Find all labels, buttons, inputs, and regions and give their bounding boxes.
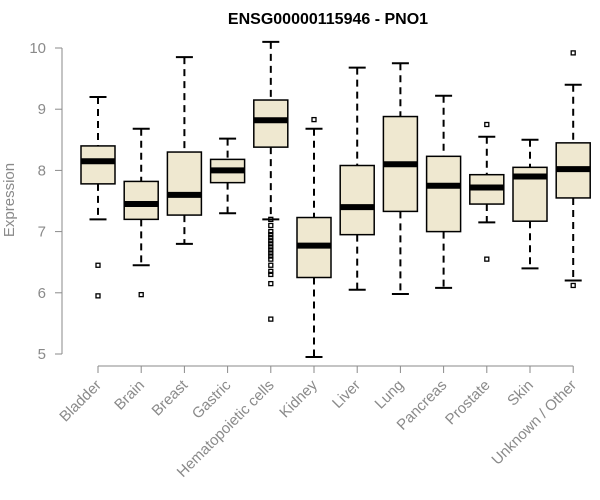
outlier-point: [268, 250, 274, 256]
y-tick-label: 9: [38, 101, 46, 118]
x-tick-label: Skin: [504, 377, 537, 410]
x-tick-label: Brain: [111, 377, 148, 414]
x-tick-label: Lung: [372, 377, 408, 413]
outlier-point: [268, 228, 274, 235]
box-group: [512, 138, 548, 270]
x-tick-label: Bladder: [56, 377, 105, 426]
outlier-point: [311, 116, 317, 123]
outlier-point: [268, 253, 274, 259]
box-group: [469, 121, 505, 262]
iqr-box: [339, 164, 375, 236]
outlier-point: [268, 216, 274, 223]
outlier-point: [95, 262, 101, 268]
outlier-point: [268, 238, 274, 244]
box-group: [253, 40, 289, 322]
box-group: [555, 50, 591, 289]
iqr-box: [123, 180, 159, 221]
outlier-point: [268, 316, 274, 322]
chart-title: ENSG00000115946 - PNO1: [228, 11, 428, 28]
outlier-point: [138, 291, 144, 298]
outlier-point: [268, 241, 274, 247]
x-tick-label: Liver: [329, 377, 364, 412]
outlier-point: [268, 262, 274, 268]
boxes: [80, 40, 591, 359]
outlier-point: [484, 256, 490, 262]
x-tick-label: Kidney: [276, 376, 321, 421]
outlier-point: [268, 235, 274, 241]
outlier-point: [268, 232, 274, 238]
box-group: [80, 95, 116, 299]
y-tick-label: 5: [38, 346, 46, 363]
iqr-box: [253, 99, 289, 148]
box-group: [209, 137, 246, 215]
x-tick-label: Prostate: [442, 377, 494, 429]
outlier-point: [95, 293, 101, 299]
outlier-point: [268, 256, 274, 262]
iqr-box: [80, 145, 116, 185]
outlier-point: [570, 50, 576, 56]
y-tick-label: 7: [38, 224, 46, 241]
outlier-point: [268, 271, 274, 278]
box-group: [296, 116, 332, 359]
y-axis-label: Expression: [1, 163, 18, 237]
box-group: [123, 127, 159, 298]
outlier-point: [484, 121, 490, 128]
box-group: [425, 94, 462, 289]
x-tick-label: Breast: [149, 376, 192, 419]
iqr-box: [166, 151, 203, 216]
box-group: [339, 66, 375, 291]
outlier-point: [268, 222, 274, 229]
outlier-point: [268, 268, 274, 275]
outlier-point: [570, 282, 576, 289]
y-tick-label: 10: [29, 40, 46, 57]
y-tick-label: 8: [38, 162, 46, 179]
outlier-point: [268, 244, 274, 250]
outlier-point: [268, 280, 274, 287]
iqr-box: [425, 155, 462, 233]
box-group: [382, 62, 419, 296]
y-tick-label: 6: [38, 285, 46, 302]
box-group: [166, 56, 203, 245]
outlier-point: [268, 247, 274, 253]
